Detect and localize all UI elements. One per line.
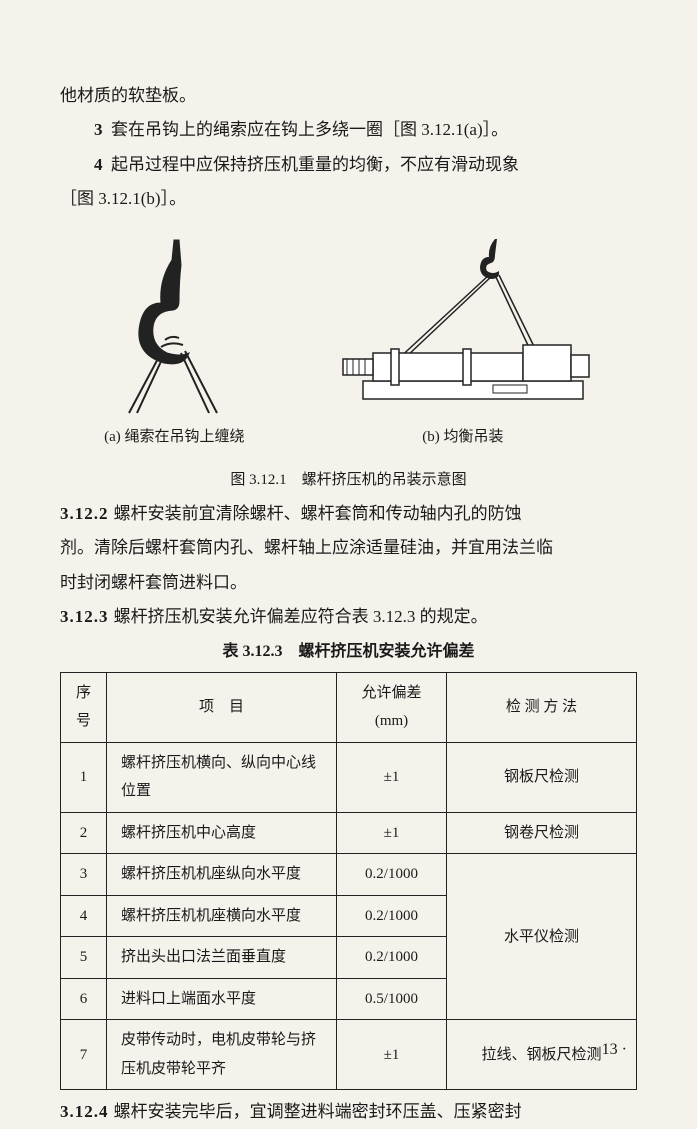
figure-row: (a) 绳索在吊钩上缠绕: [60, 235, 637, 452]
cell-item: 螺杆挤压机机座横向水平度: [107, 895, 337, 937]
cell-tol: ±1: [337, 1020, 447, 1090]
text: 套在吊钩上的绳索应在钩上多绕一圈［图 3.12.1(a)］。: [111, 120, 508, 139]
figure-b: (b) 均衡吊装: [333, 235, 593, 452]
balance-lift-icon: [333, 235, 593, 415]
paragraph: 3.12.3 螺杆挤压机安装允许偏差应符合表 3.12.3 的规定。: [60, 601, 637, 633]
text: 螺杆挤压机安装允许偏差应符合表 3.12.3 的规定。: [114, 607, 488, 626]
tolerance-table: 序号 项 目 允许偏差(mm) 检 测 方 法 1 螺杆挤压机横向、纵向中心线位…: [60, 672, 637, 1091]
table-header-row: 序号 项 目 允许偏差(mm) 检 测 方 法: [61, 672, 637, 742]
cell-seq: 1: [61, 742, 107, 812]
th-tolerance: 允许偏差(mm): [337, 672, 447, 742]
cell-tol: 0.2/1000: [337, 895, 447, 937]
figure-main-caption: 图 3.12.1 螺杆挤压机的吊装示意图: [60, 466, 637, 495]
item-number: 4: [94, 155, 103, 174]
section-number: 3.12.4: [60, 1102, 109, 1121]
th-seq: 序号: [61, 672, 107, 742]
cell-item: 挤出头出口法兰面垂直度: [107, 937, 337, 979]
paragraph: 3 套在吊钩上的绳索应在钩上多绕一圈［图 3.12.1(a)］。: [60, 114, 637, 146]
paragraph: 时封闭螺杆套筒进料口。: [60, 567, 637, 599]
cell-tol: 0.2/1000: [337, 937, 447, 979]
cell-item: 螺杆挤压机横向、纵向中心线位置: [107, 742, 337, 812]
cell-item: 进料口上端面水平度: [107, 978, 337, 1020]
cell-item: 螺杆挤压机机座纵向水平度: [107, 854, 337, 896]
table-row: 3 螺杆挤压机机座纵向水平度 0.2/1000 水平仪检测: [61, 854, 637, 896]
section-number: 3.12.2: [60, 504, 109, 523]
table-title: 表 3.12.3 螺杆挤压机安装允许偏差: [60, 637, 637, 667]
paragraph: 剂。清除后螺杆套筒内孔、螺杆轴上应涂适量硅油，并宜用法兰临: [60, 532, 637, 564]
section-number: 3.12.3: [60, 607, 109, 626]
cell-seq: 5: [61, 937, 107, 979]
paragraph: 4 起吊过程中应保持挤压机重量的均衡，不应有滑动现象: [60, 149, 637, 181]
cell-method: 钢卷尺检测: [447, 812, 637, 854]
cell-tol: 0.5/1000: [337, 978, 447, 1020]
figure-caption: (a) 绳索在吊钩上缠绕: [104, 423, 244, 452]
figure-caption: (b) 均衡吊装: [422, 423, 503, 452]
paragraph: 3.12.4 螺杆安装完毕后，宜调整进料端密封环压盖、压紧密封: [60, 1096, 637, 1128]
cell-tol: 0.2/1000: [337, 854, 447, 896]
th-item: 项 目: [107, 672, 337, 742]
table-row: 1 螺杆挤压机横向、纵向中心线位置 ±1 钢板尺检测: [61, 742, 637, 812]
paragraph: ［图 3.12.1(b)］。: [60, 183, 637, 215]
th-method: 检 测 方 法: [447, 672, 637, 742]
cell-seq: 3: [61, 854, 107, 896]
cell-method: 水平仪检测: [447, 854, 637, 1020]
cell-tol: ±1: [337, 812, 447, 854]
table-row: 7 皮带传动时，电机皮带轮与挤压机皮带轮平齐 ±1 拉线、钢板尺检测: [61, 1020, 637, 1090]
paragraph: 3.12.2 螺杆安装前宜清除螺杆、螺杆套筒和传动轴内孔的防蚀: [60, 498, 637, 530]
hook-rope-icon: [109, 235, 239, 415]
cell-seq: 4: [61, 895, 107, 937]
figure-a: (a) 绳索在吊钩上缠绕: [104, 235, 244, 452]
cell-seq: 2: [61, 812, 107, 854]
table-row: 2 螺杆挤压机中心高度 ±1 钢卷尺检测: [61, 812, 637, 854]
item-number: 3: [94, 120, 103, 139]
cell-method: 钢板尺检测: [447, 742, 637, 812]
text: 起吊过程中应保持挤压机重量的均衡，不应有滑动现象: [111, 155, 519, 174]
cell-tol: ±1: [337, 742, 447, 812]
text: 螺杆安装前宜清除螺杆、螺杆套筒和传动轴内孔的防蚀: [114, 504, 522, 523]
cell-item: 皮带传动时，电机皮带轮与挤压机皮带轮平齐: [107, 1020, 337, 1090]
text: 螺杆安装完毕后，宜调整进料端密封环压盖、压紧密封: [114, 1102, 522, 1121]
page-number: · 13 ·: [592, 1035, 627, 1065]
cell-seq: 7: [61, 1020, 107, 1090]
paragraph: 他材质的软垫板。: [60, 80, 637, 112]
cell-seq: 6: [61, 978, 107, 1020]
cell-item: 螺杆挤压机中心高度: [107, 812, 337, 854]
